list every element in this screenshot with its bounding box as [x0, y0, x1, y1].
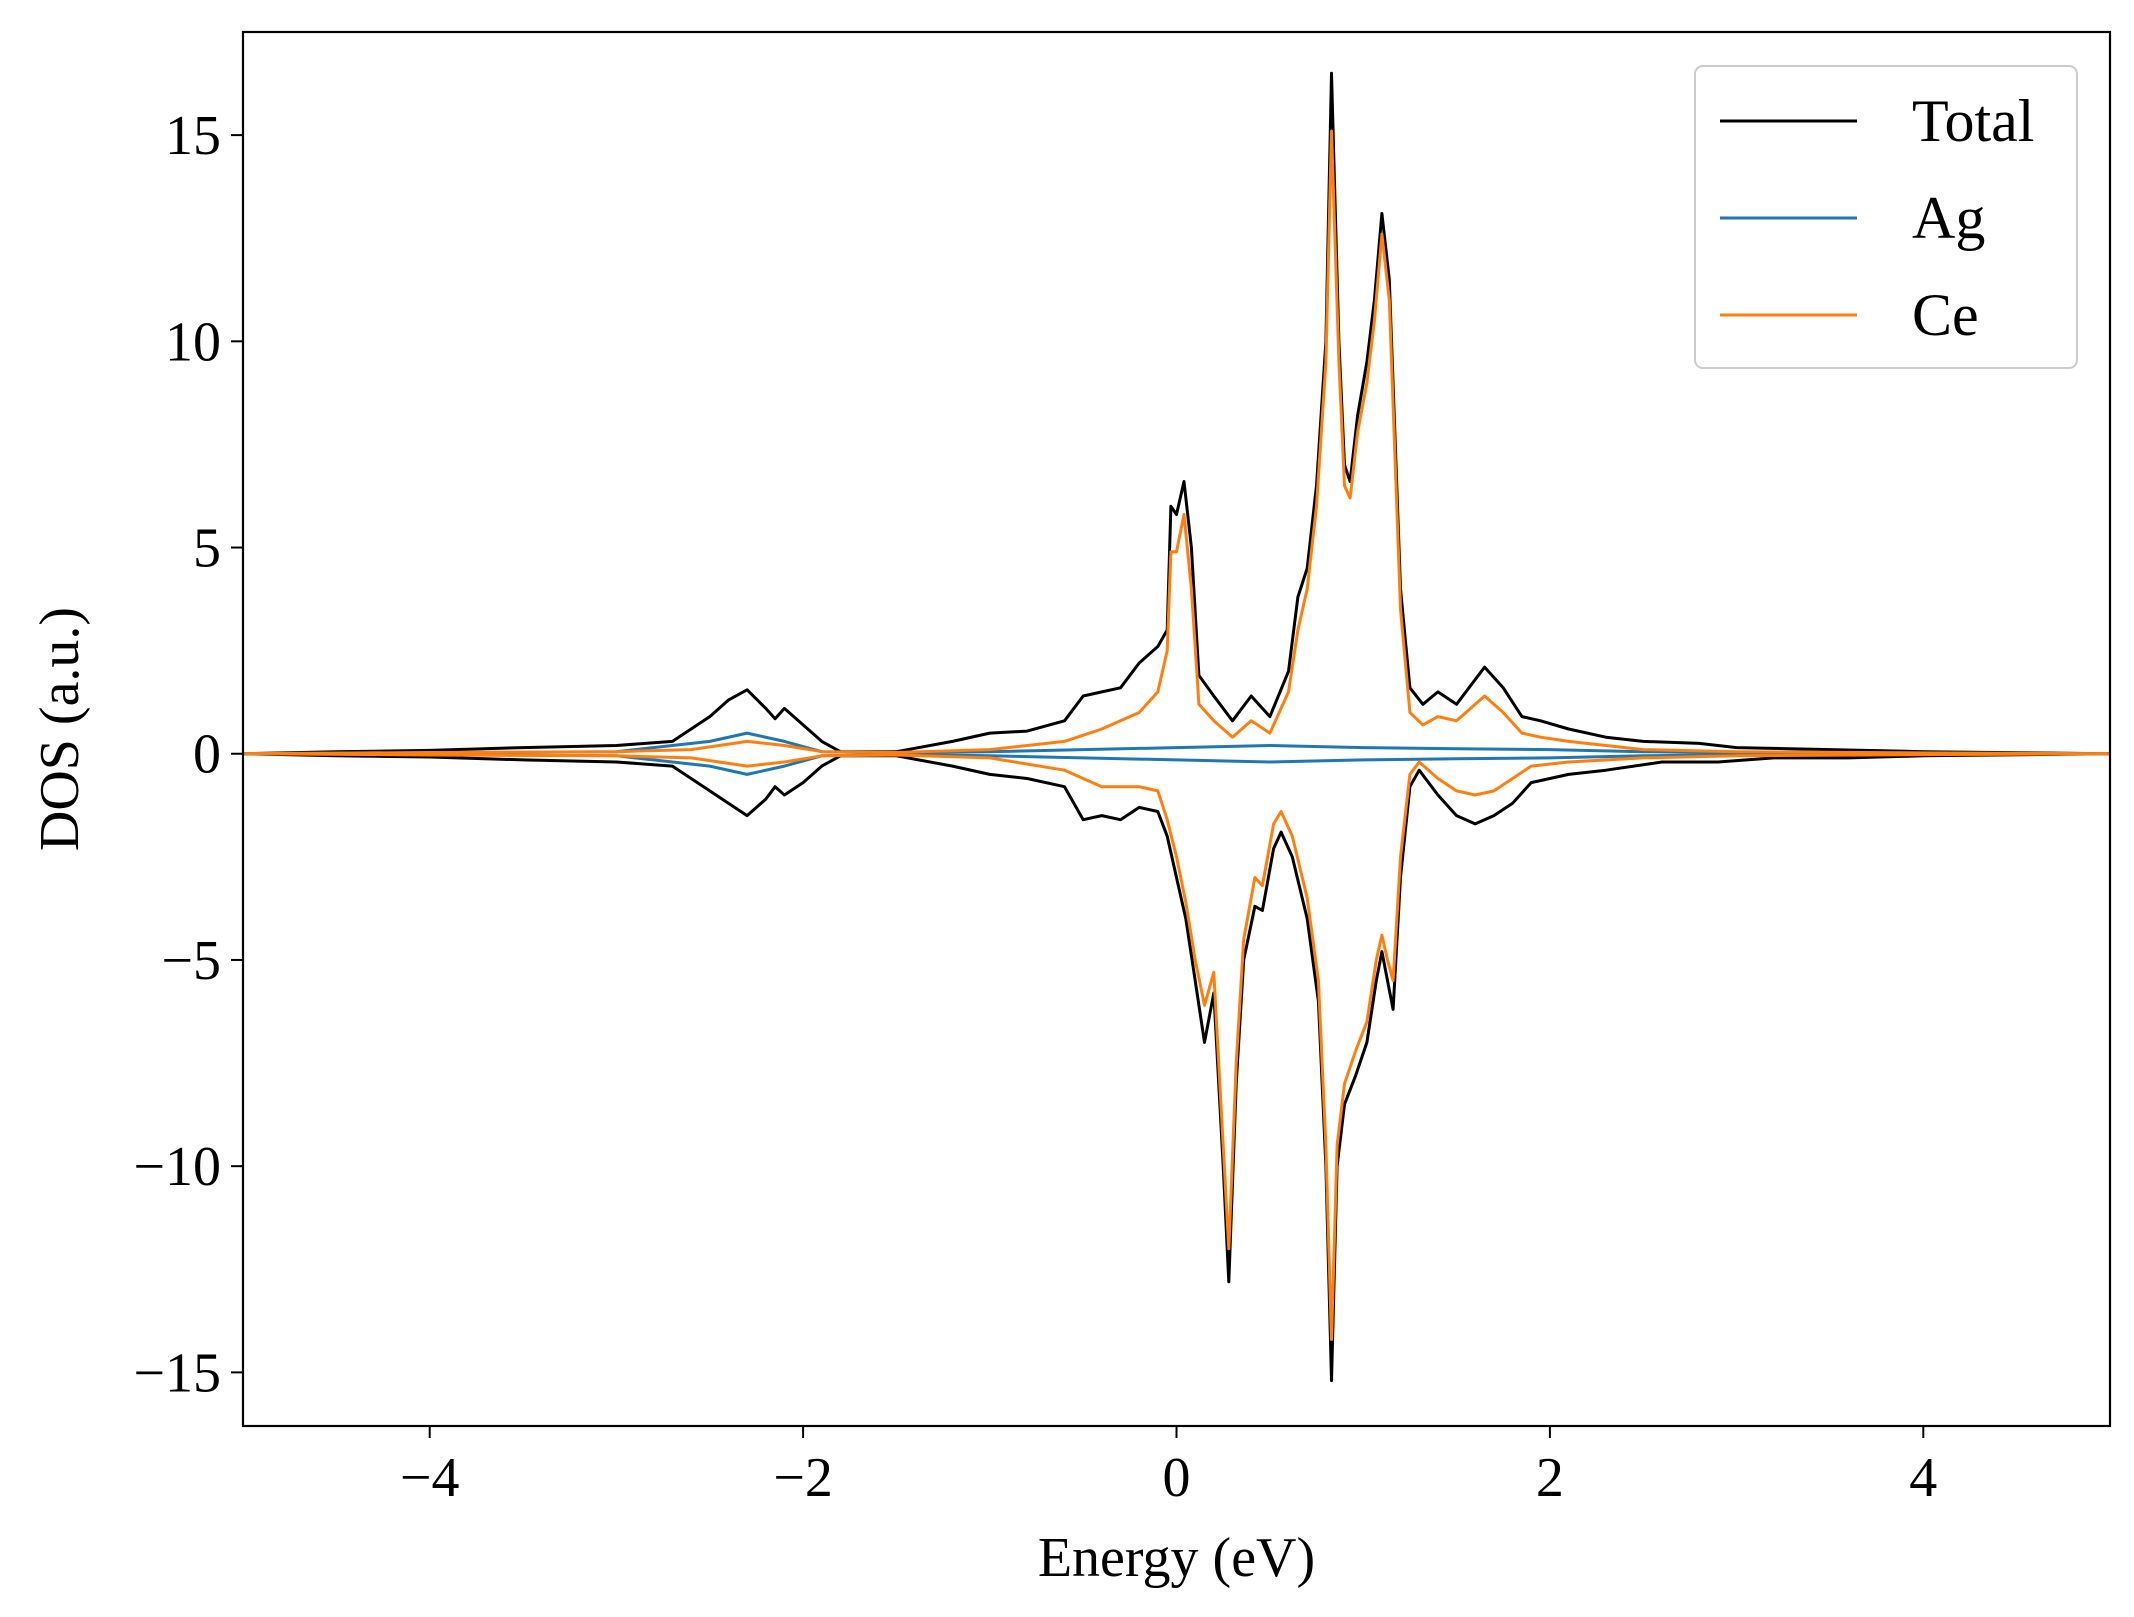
y-tick-label: −5 — [161, 930, 221, 992]
legend-box — [1694, 65, 2078, 369]
x-tick-label: −2 — [773, 1447, 833, 1509]
y-tick-label: 10 — [165, 311, 221, 373]
x-tick-label: 2 — [1536, 1447, 1564, 1509]
legend: Total Ag Ce — [1694, 65, 2078, 369]
series-line-total-down — [242, 752, 2111, 1383]
series-line-total-up — [242, 71, 2111, 756]
x-tick-label: 4 — [1909, 1447, 1937, 1509]
legend-label-ce: Ce — [1912, 282, 1979, 348]
y-axis-label: DOS (a.u.) — [29, 607, 91, 851]
series-line-ce-up — [242, 129, 2111, 756]
series-line-ag-up — [242, 731, 2111, 756]
y-tick-label: −10 — [133, 1136, 221, 1198]
x-axis-label: Energy (eV) — [1038, 1527, 1315, 1589]
y-axis-ticks: −15 −10 −5 0 5 10 15 — [133, 105, 243, 1404]
x-axis-ticks: −4 −2 0 2 4 — [400, 1426, 1937, 1509]
legend-label-total: Total — [1912, 88, 2034, 154]
series-layer — [242, 71, 2111, 1383]
y-tick-label: 5 — [193, 518, 221, 580]
series-line-ag-down — [242, 752, 2111, 776]
x-tick-label: −4 — [400, 1447, 460, 1509]
x-tick-label: 0 — [1163, 1447, 1191, 1509]
legend-label-ag: Ag — [1912, 185, 1985, 251]
series-line-ce-down — [242, 752, 2111, 1341]
y-tick-label: 0 — [193, 724, 221, 786]
y-tick-label: −15 — [133, 1342, 221, 1404]
y-tick-label: 15 — [165, 105, 221, 167]
